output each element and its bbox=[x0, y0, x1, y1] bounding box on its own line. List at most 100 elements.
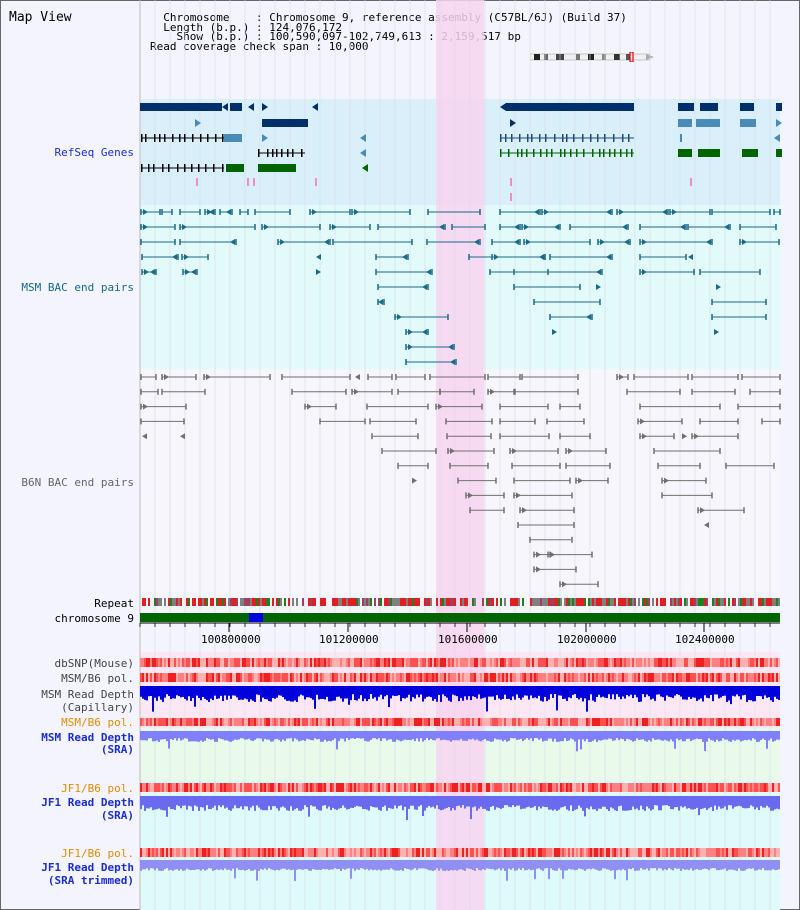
jf1-sra-depth-bar bbox=[336, 796, 338, 810]
jf1-b6-pol-cell bbox=[634, 783, 636, 792]
track-label-msm-depth-sra[interactable]: MSM Read Depth bbox=[41, 731, 134, 744]
msm-b6-pol-sra-cell bbox=[270, 718, 272, 726]
dbsnp-density-cell bbox=[418, 658, 420, 667]
msm-b6-pol-sra-cell bbox=[694, 718, 696, 726]
jf1-trimmed-depth-bar bbox=[420, 860, 422, 869]
jf1-sra-depth-bar bbox=[232, 796, 234, 809]
msm-sra-depth-bar bbox=[722, 731, 724, 739]
jf1-sra-depth-bar bbox=[458, 796, 460, 806]
jf1-trimmed-depth-bar bbox=[510, 860, 512, 870]
repeat-element bbox=[742, 598, 744, 606]
jf1-sra-depth-bar bbox=[436, 796, 438, 806]
track-label-msm-depth-capillary[interactable]: MSM Read Depth bbox=[41, 688, 134, 701]
dbsnp-density-cell bbox=[680, 658, 682, 667]
msm-capillary-depth-bar bbox=[356, 686, 358, 701]
jf1-sra-depth-bar bbox=[694, 796, 696, 809]
msm-sra-depth-bar bbox=[762, 731, 764, 739]
track-label-dbsnp[interactable]: dbSNP(Mouse) bbox=[54, 657, 134, 670]
jf1-sra-depth-bar bbox=[532, 796, 534, 808]
dbsnp-density-cell bbox=[148, 658, 150, 667]
dbsnp-density-cell bbox=[468, 658, 470, 667]
jf1-sra-depth-bar bbox=[536, 796, 538, 811]
repeat-element bbox=[368, 598, 370, 606]
msm-b6-pol-cell bbox=[504, 673, 506, 682]
repeat-element bbox=[262, 598, 264, 606]
msm-capillary-depth-bar bbox=[256, 686, 258, 695]
jf1-b6-pol-trimmed-cell bbox=[452, 848, 454, 857]
jf1-b6-pol-cell bbox=[664, 783, 666, 792]
jf1-b6-pol-cell bbox=[282, 783, 284, 792]
msm-b6-pol-sra-cell bbox=[430, 718, 432, 726]
track-label-jf1-depth-sra[interactable]: JF1 Read Depth bbox=[41, 796, 134, 809]
jf1-b6-pol-trimmed-cell bbox=[588, 848, 590, 857]
msm-sra-depth-bar bbox=[238, 731, 240, 740]
jf1-sra-depth-bar bbox=[622, 796, 624, 811]
jf1-sra-depth-bar bbox=[296, 796, 298, 809]
msm-capillary-depth-bar bbox=[228, 686, 230, 696]
track-label-msm-b6-pol-2[interactable]: MSM/B6 pol. bbox=[61, 716, 134, 729]
msm-sra-depth-bar bbox=[178, 731, 180, 739]
jf1-sra-depth-bar bbox=[302, 796, 304, 810]
repeat-element bbox=[264, 598, 266, 606]
msm-bac-end bbox=[742, 239, 747, 245]
track-label-jf1-b6-pol-1[interactable]: JF1/B6 pol. bbox=[61, 782, 134, 795]
dbsnp-density-cell bbox=[778, 658, 780, 667]
jf1-sra-depth-bar bbox=[174, 796, 176, 810]
msm-capillary-depth-bar bbox=[414, 686, 416, 699]
jf1-b6-pol-trimmed-cell bbox=[438, 848, 440, 857]
jf1-b6-pol-cell bbox=[710, 783, 712, 792]
jf1-sra-depth-bar bbox=[574, 796, 576, 810]
msm-b6-pol-sra-cell bbox=[380, 718, 382, 726]
msm-sra-depth-bar bbox=[768, 731, 770, 741]
repeat-element bbox=[212, 598, 214, 606]
dbsnp-density-cell bbox=[428, 658, 430, 667]
msm-capillary-depth-bar bbox=[438, 686, 440, 695]
msm-sra-depth-bar bbox=[730, 731, 732, 742]
jf1-b6-pol-trimmed-cell bbox=[652, 848, 654, 857]
track-label-b6n-bac[interactable]: B6N BAC end pairs bbox=[21, 476, 134, 489]
jf1-b6-pol-cell bbox=[372, 783, 374, 792]
jf1-b6-pol-trimmed-cell bbox=[384, 848, 386, 857]
msm-sra-depth-bar bbox=[458, 731, 460, 741]
msm-sra-depth-bar bbox=[352, 731, 354, 739]
dbsnp-density-cell bbox=[734, 658, 736, 667]
repeat-element bbox=[254, 598, 256, 606]
msm-b6-pol-sra-cell bbox=[316, 718, 318, 726]
track-label-jf1-b6-pol-2[interactable]: JF1/B6 pol. bbox=[61, 847, 134, 860]
jf1-trimmed-depth-bar bbox=[374, 860, 376, 870]
jf1-b6-pol-trimmed-cell bbox=[598, 848, 600, 857]
msm-b6-pol-sra-cell bbox=[324, 718, 326, 726]
msm-sra-depth-bar bbox=[400, 731, 402, 742]
track-label-msm-bac[interactable]: MSM BAC end pairs bbox=[21, 281, 134, 294]
dbsnp-density-cell bbox=[642, 658, 644, 667]
msm-b6-pol-sra-cell bbox=[654, 718, 656, 726]
refseq-gene-model-exon bbox=[562, 134, 564, 142]
refseq-small-marker bbox=[510, 178, 512, 186]
dbsnp-density-cell bbox=[662, 658, 664, 667]
jf1-trimmed-depth-bar bbox=[362, 860, 364, 869]
msm-b6-pol-sra-cell bbox=[522, 718, 524, 726]
dbsnp-density-cell bbox=[344, 658, 346, 667]
msm-sra-depth-bar bbox=[176, 731, 178, 741]
jf1-trimmed-depth-bar bbox=[652, 860, 654, 869]
msm-b6-pol-cell bbox=[488, 673, 490, 682]
jf1-trimmed-depth-bar bbox=[332, 860, 334, 870]
dbsnp-density-cell bbox=[264, 658, 266, 667]
track-label-msm-b6-pol-1[interactable]: MSM/B6 pol. bbox=[61, 672, 134, 685]
track-label-refseq[interactable]: RefSeq Genes bbox=[54, 146, 134, 159]
msm-b6-pol-cell bbox=[184, 673, 186, 682]
repeat-element bbox=[160, 598, 162, 606]
dbsnp-density-cell bbox=[578, 658, 580, 667]
jf1-b6-pol-cell bbox=[592, 783, 594, 792]
msm-bac-end bbox=[354, 209, 359, 215]
jf1-b6-pol-cell bbox=[194, 783, 196, 792]
msm-sra-depth-bar bbox=[152, 731, 154, 742]
jf1-trimmed-depth-bar bbox=[474, 860, 476, 871]
msm-capillary-depth-bar bbox=[436, 686, 438, 702]
repeat-element bbox=[746, 598, 748, 606]
msm-sra-depth-bar bbox=[636, 731, 638, 739]
msm-b6-pol-sra-cell bbox=[708, 718, 710, 726]
jf1-b6-pol-trimmed-cell bbox=[570, 848, 572, 857]
track-label-jf1-depth-trimmed[interactable]: JF1 Read Depth bbox=[41, 861, 134, 874]
